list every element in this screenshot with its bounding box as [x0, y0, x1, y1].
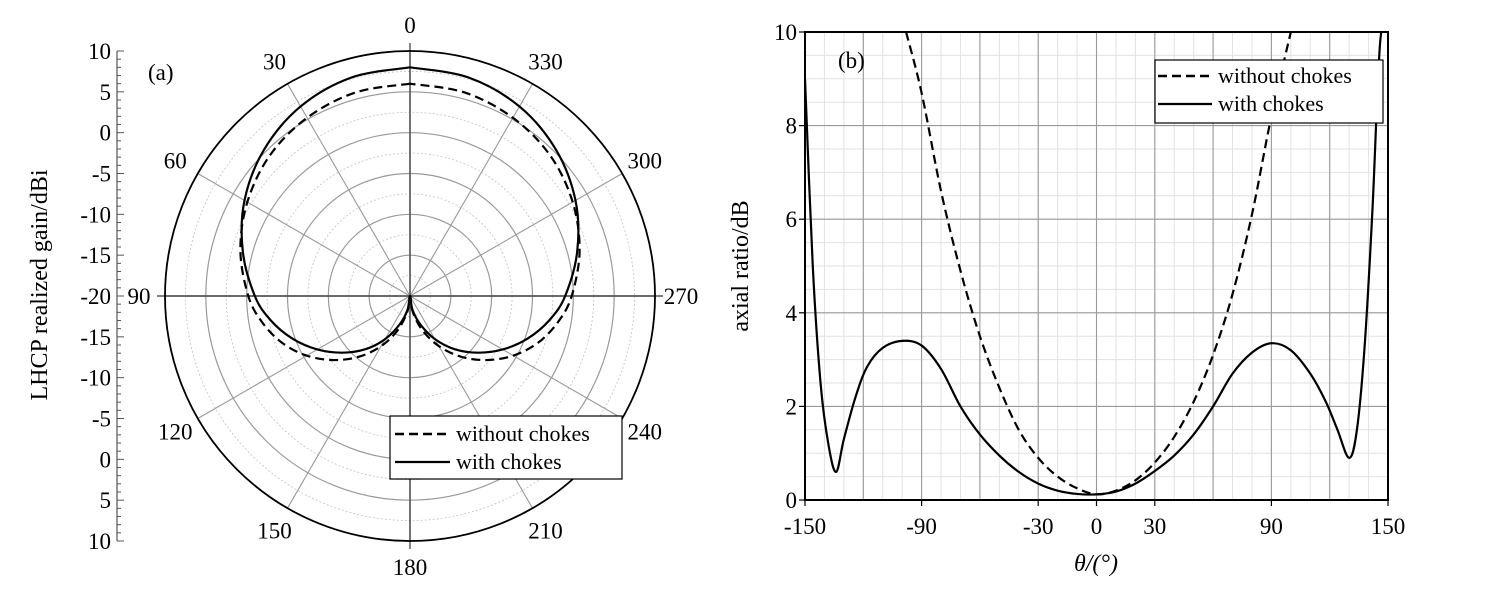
polar-angle-label: 270 — [664, 284, 699, 309]
polar-radial-tick-label: -15 — [80, 243, 111, 268]
x-tick-label: 30 — [1143, 514, 1166, 539]
x-tick-label: -30 — [1023, 514, 1054, 539]
polar-angle-label: 60 — [164, 149, 187, 174]
x-tick-label: 90 — [1260, 514, 1283, 539]
polar-angle-label: 300 — [627, 149, 662, 174]
polar-grid-spoke — [409, 83, 533, 297]
legend-label-without-chokes: without chokes — [456, 421, 590, 446]
polar-grid-spoke — [409, 173, 623, 297]
polar-series-group — [239, 66, 581, 362]
polar-grid-spoke — [197, 295, 411, 419]
polar-grid-spoke — [197, 173, 411, 297]
polar-radial-tick-label: -5 — [92, 162, 111, 187]
cartesian-series-group — [805, 32, 1388, 496]
polar-grid-spoke — [409, 295, 623, 419]
polar-angle-label: 180 — [393, 555, 428, 580]
polar-radial-tick-label: 0 — [100, 121, 112, 146]
polar-chart-panel: 0 30 60 90 120 150 180 210 240 270 300 330 10 5 0 -5 -1… — [27, 13, 698, 580]
x-axis-title: θ/(°) — [1074, 551, 1118, 577]
line-series-with-chokes — [805, 32, 1388, 496]
polar-radial-tick-label: 5 — [100, 80, 112, 105]
axial-ratio-legend: without chokes with chokes — [1154, 59, 1384, 124]
x-tick-label: 150 — [1371, 514, 1406, 539]
polar-angle-label: 0 — [404, 13, 416, 38]
cartesian-grid — [805, 32, 1388, 500]
polar-radial-tick-label: -10 — [80, 202, 111, 227]
x-tick-label: 0 — [1091, 514, 1103, 539]
polar-angle-label: 210 — [528, 519, 563, 544]
polar-radial-axis: 10 5 0 -5 -10 -15 -20 -15 -10 -5 0 5 10 — [80, 39, 124, 554]
polar-legend: without chokes with chokes — [389, 415, 623, 480]
axial-ratio-chart-panel: -150 -90 -30 0 30 90 150 0 2 4 6 8 10 θ/(°) axial r… — [728, 20, 1405, 577]
legend-label-with-chokes: with chokes — [1218, 91, 1324, 116]
polar-angle-label: 90 — [128, 284, 151, 309]
polar-series-with-chokes — [240, 66, 580, 354]
y-tick-label: 10 — [774, 20, 797, 45]
polar-grid-spoke — [287, 83, 411, 297]
polar-radial-tick-label: 5 — [100, 488, 112, 513]
y-axis-ticks: 0 2 4 6 8 10 — [774, 20, 805, 513]
polar-angle-label: 150 — [257, 519, 292, 544]
polar-angle-label: 120 — [158, 420, 193, 445]
y-axis-title: axial ratio/dB — [728, 200, 754, 331]
polar-radial-tick-label: 10 — [88, 39, 111, 64]
polar-angle-label: 240 — [627, 420, 662, 445]
y-tick-label: 6 — [786, 207, 798, 232]
polar-radial-tick-label: 0 — [100, 447, 112, 472]
legend-label-without-chokes: without chokes — [1218, 63, 1352, 88]
panel-a-label: (a) — [148, 60, 174, 85]
x-axis-ticks: -150 -90 -30 0 30 90 150 — [784, 500, 1405, 539]
y-tick-label: 4 — [786, 301, 798, 326]
polar-radial-tick-label: -20 — [80, 284, 111, 309]
polar-grid-spoke — [287, 295, 411, 509]
y-tick-label: 2 — [786, 394, 798, 419]
polar-angle-labels: 0 30 60 90 120 150 180 210 240 270 300 330 — [128, 13, 699, 580]
x-tick-label: -90 — [906, 514, 937, 539]
x-tick-label: -150 — [784, 514, 826, 539]
polar-angle-label: 30 — [263, 49, 286, 74]
y-tick-label: 8 — [786, 114, 798, 139]
polar-radial-tick-label: -5 — [92, 407, 111, 432]
polar-radial-tick-label: -15 — [80, 325, 111, 350]
polar-y-axis-title: LHCP realized gain/dBi — [27, 169, 53, 400]
y-tick-label: 0 — [786, 488, 798, 513]
polar-angle-label: 330 — [528, 49, 563, 74]
panel-b-label: (b) — [838, 48, 865, 73]
polar-outer-ring — [164, 50, 656, 542]
polar-radial-tick-label: 10 — [88, 529, 111, 554]
polar-radial-tick-label: -10 — [80, 366, 111, 391]
legend-label-with-chokes: with chokes — [456, 449, 562, 474]
